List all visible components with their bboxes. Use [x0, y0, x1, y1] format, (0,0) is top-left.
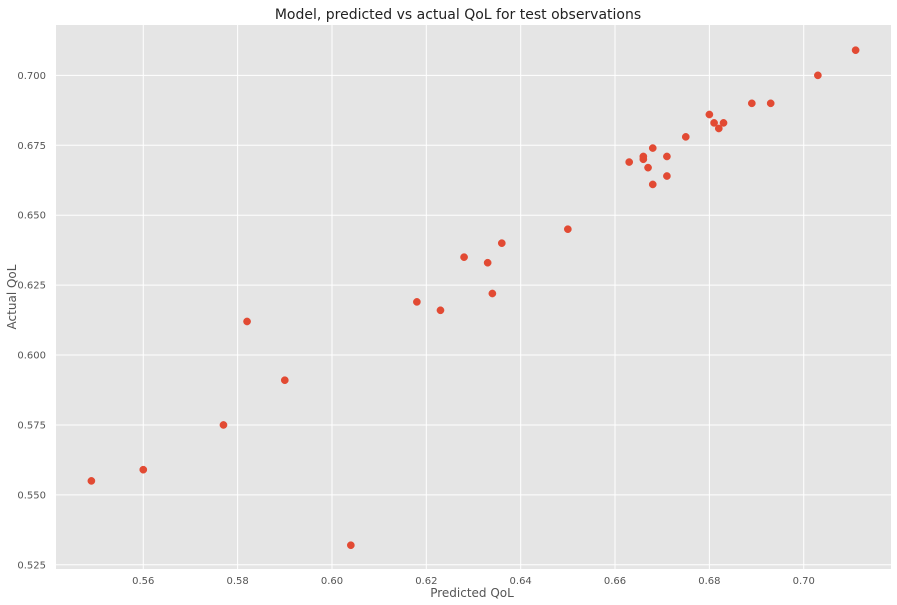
data-point: [710, 119, 718, 127]
data-point: [663, 172, 671, 180]
data-point: [243, 317, 251, 326]
data-point: [139, 465, 148, 474]
data-point: [488, 289, 497, 298]
y-tick-label: 0.625: [17, 281, 46, 292]
x-tick-label: 0.60: [321, 576, 343, 587]
data-point: [644, 163, 652, 172]
data-point: [497, 239, 506, 248]
x-tick-label: 0.58: [226, 576, 248, 587]
data-point: [460, 253, 468, 261]
data-point: [483, 258, 492, 267]
data-point: [648, 144, 657, 152]
data-point: [87, 477, 96, 485]
data-point: [639, 152, 648, 161]
data-point: [747, 99, 756, 108]
x-tick-labels: 0.56 0.58 0.60 0.62 0.64 0.66 0.68 0.70: [132, 576, 815, 587]
data-point: [851, 46, 860, 55]
y-tick-label: 0.525: [17, 560, 46, 571]
y-tick-labels: 0.525 0.550 0.575 0.600 0.625 0.650 0.675 0.700: [17, 71, 46, 571]
data-point: [564, 225, 572, 234]
x-axis-title: Predicted QoL: [430, 586, 514, 600]
data-point: [413, 298, 421, 306]
x-tick-label: 0.68: [698, 576, 720, 587]
data-point: [714, 124, 723, 133]
x-tick-label: 0.62: [415, 576, 437, 587]
data-point: [766, 99, 775, 108]
data-point: [648, 180, 657, 189]
y-tick-label: 0.600: [17, 351, 46, 362]
data-point: [705, 110, 714, 119]
y-tick-label: 0.550: [17, 490, 46, 501]
data-point: [681, 133, 690, 141]
data-point: [346, 541, 355, 550]
data-point: [625, 158, 634, 166]
x-tick-label: 0.64: [510, 576, 532, 587]
plot-area: [56, 25, 891, 569]
x-tick-label: 0.70: [793, 576, 815, 587]
y-tick-label: 0.675: [17, 141, 46, 152]
data-point: [814, 71, 822, 80]
data-point: [436, 306, 445, 315]
y-tick-label: 0.700: [17, 71, 46, 82]
x-tick-label: 0.66: [604, 576, 626, 587]
data-point: [719, 119, 728, 127]
data-point: [219, 421, 228, 429]
y-tick-label: 0.650: [17, 211, 46, 222]
data-point: [280, 376, 289, 385]
x-tick-label: 0.56: [132, 576, 154, 587]
data-point: [663, 152, 671, 161]
data-points: [87, 46, 860, 550]
y-axis-title: Actual QoL: [5, 264, 19, 329]
chart-title: Model, predicted vs actual QoL for test …: [275, 7, 641, 23]
y-gridlines: [56, 74, 891, 566]
y-tick-label: 0.575: [17, 420, 46, 431]
